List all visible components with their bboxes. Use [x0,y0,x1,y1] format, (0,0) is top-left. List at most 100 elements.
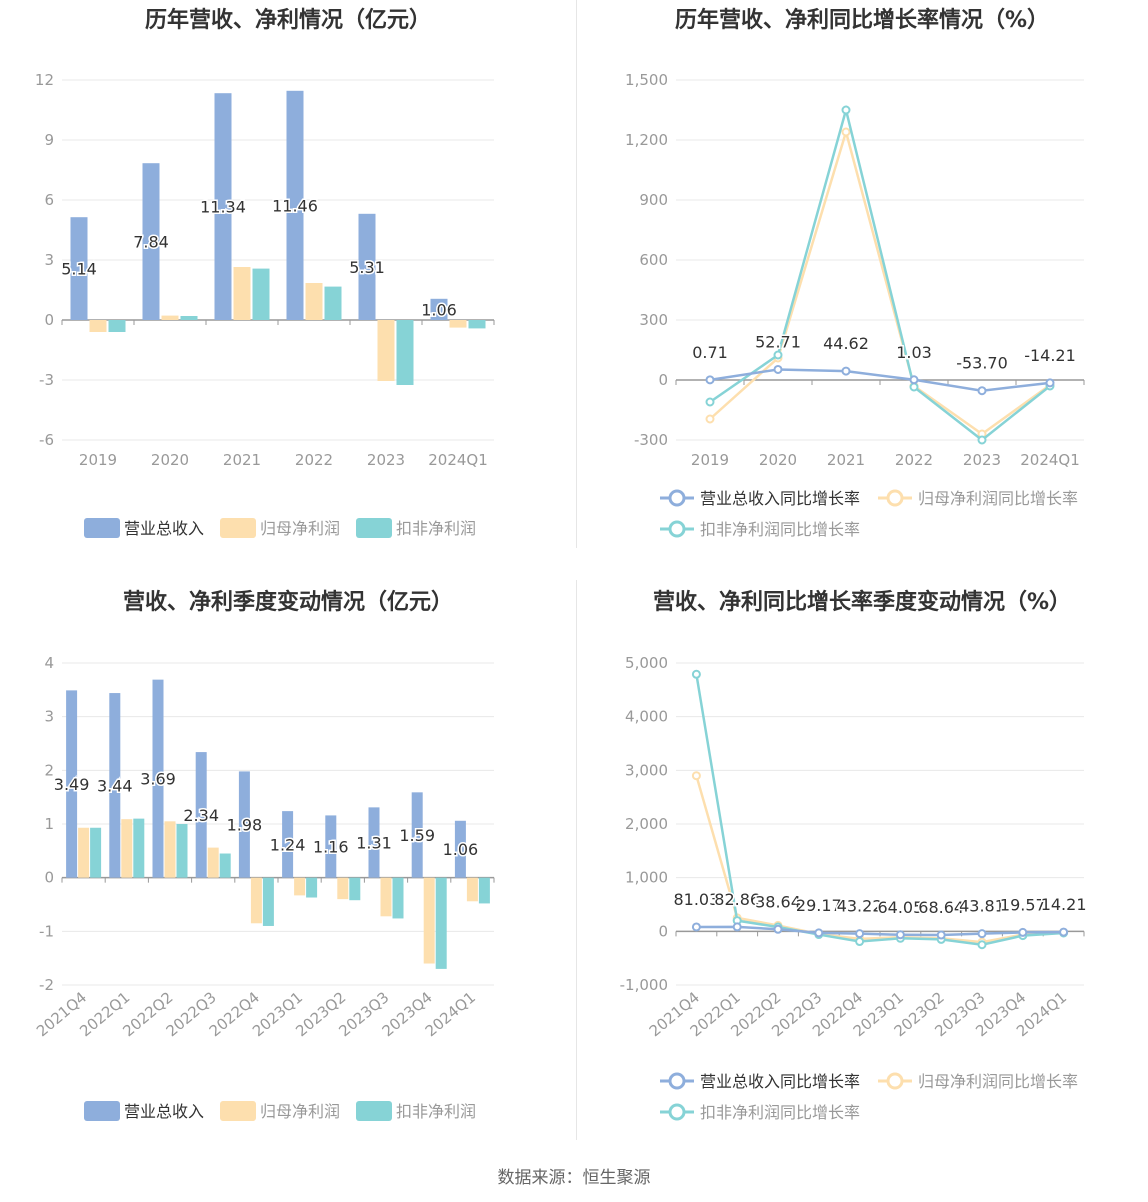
data-label: 3.69 [140,770,176,789]
bar-annual-amount [377,320,395,381]
legend-marker [886,489,904,507]
bar-annual-amount [161,315,179,320]
chart-panel-quarterly-amount: 营收、净利季度变动情况（亿元） -2 -1 0 1 2 3 4 3.49 3.44 3.69 2.3… [0,582,576,1142]
legend-label: 归母净利润同比增长率 [918,1072,1078,1091]
data-point [977,929,987,939]
bar-annual-amount [233,267,251,320]
bar-annual-amount [396,320,414,385]
data-label: 2.34 [183,806,219,825]
data-point [841,105,851,115]
bar-quarterly-amount [176,824,188,878]
data-label: 3.44 [97,776,133,795]
bar-quarterly-amount [368,807,380,878]
data-label: 5.14 [61,260,97,279]
y-tick-label: 12 [35,71,54,89]
data-label: 5.31 [349,258,385,277]
panel-divider-top [576,0,577,548]
chart-svg-quarterly-growth: -1,000 0 1,000 2,000 3,000 4,000 5,000 81.0382.… [620,654,1088,1122]
data-point [773,924,783,934]
bar-annual-amount [180,316,198,320]
data-point [705,397,715,407]
data-point [841,127,851,137]
series-line [695,674,1064,947]
data-label: 1.24 [270,835,306,854]
data-label: 1.03 [896,343,932,362]
data-point [814,928,824,938]
data-point [691,669,701,679]
bar-quarterly-amount [90,827,102,878]
y-tick-label: -6 [39,431,54,449]
x-tick-label: 2021 [223,451,261,469]
data-point [691,922,701,932]
bar-quarterly-amount [121,819,133,878]
data-point [705,414,715,424]
x-tick-label: 2022 [895,451,933,469]
legend-marker [668,520,686,538]
bar-quarterly-amount [66,690,78,878]
bar-quarterly-amount [164,821,176,878]
data-label: 38.64 [755,892,801,911]
bar-quarterly-amount [349,877,361,901]
y-tick-label: 4 [44,654,54,672]
y-tick-label: 900 [639,191,668,209]
x-tick-label: 2023 [963,451,1001,469]
chart-panel-annual-amount: 历年营收、净利情况（亿元） -6 -3 0 3 6 9 12 5.14 7.84 11.34 11.… [0,0,576,560]
chart-panel-quarterly-growth: 营收、净利同比增长率季度变动情况（%） -1,000 0 1,000 2,000 3,0… [576,582,1148,1142]
data-label: 1.06 [443,840,479,859]
data-point [841,366,851,376]
bar-quarterly-amount [392,877,404,919]
bar-quarterly-amount [411,792,423,878]
legend-swatch [356,518,392,538]
bar-annual-amount [108,320,126,332]
bar-annual-amount [324,286,342,320]
y-tick-label: 1,500 [625,71,668,89]
x-tick-label: 2020 [151,451,189,469]
legend-marker [668,489,686,507]
legend-label: 扣非净利润 [396,519,476,538]
data-label: 81.03 [673,890,719,909]
data-point [977,435,987,445]
data-label: 1.59 [399,826,435,845]
series-line [709,368,1051,393]
chart-svg-annual-growth: -300 0 300 600 900 1,200 1,500 0.71 52.71 44.62 1.… [625,71,1085,539]
data-point [1059,927,1069,937]
bar-quarterly-amount [294,877,306,896]
bar-quarterly-amount [238,771,250,878]
data-point [855,929,865,939]
bar-annual-amount [286,90,304,320]
y-tick-label: 0 [44,311,54,329]
chart-svg-quarterly-amount: -2 -1 0 1 2 3 4 3.49 3.44 3.69 2.34 1.98 1.24 1.16 1.3… [33,654,495,1121]
bar-quarterly-amount [219,853,231,878]
chart-panel-annual-growth: 历年营收、净利同比增长率情况（%） -300 0 300 600 900 1,200 1,5… [576,0,1148,560]
y-tick-label: 3 [44,251,54,269]
legend-marker [668,1072,686,1090]
x-tick-label: 2024Q1 [1020,451,1080,469]
data-point [977,940,987,950]
y-tick-label: -1 [39,922,54,940]
data-point [1045,378,1055,388]
x-tick-label: 2024Q1 [428,451,488,469]
bar-quarterly-amount [152,679,164,878]
legend-marker [668,1103,686,1121]
legend-label: 营业总收入 [124,1102,204,1121]
data-point [936,930,946,940]
legend-swatch [84,1101,120,1121]
bar-annual-amount [89,320,107,332]
data-label: 64.05 [877,898,923,917]
y-tick-label: 3 [44,708,54,726]
legend-swatch [84,518,120,538]
bar-quarterly-amount [380,877,392,917]
data-label: 43.81 [959,897,1005,916]
legend-label: 营业总收入同比增长率 [700,1072,860,1091]
bar-quarterly-amount [207,847,219,878]
legend-label: 扣非净利润 [396,1102,476,1121]
legend-label: 营业总收入同比增长率 [700,489,860,508]
legend-label: 营业总收入 [124,519,204,538]
chart-svg-annual-amount: -6 -3 0 3 6 9 12 5.14 7.84 11.34 11.46 5.31 1.06 2019… [35,71,495,538]
series-line [709,105,1051,442]
data-label: 29.17 [796,896,842,915]
chart-title: 历年营收、净利情况（亿元） [144,8,431,33]
data-point [732,922,742,932]
x-tick-label: 2022 [295,451,333,469]
bar-quarterly-amount [109,693,121,878]
